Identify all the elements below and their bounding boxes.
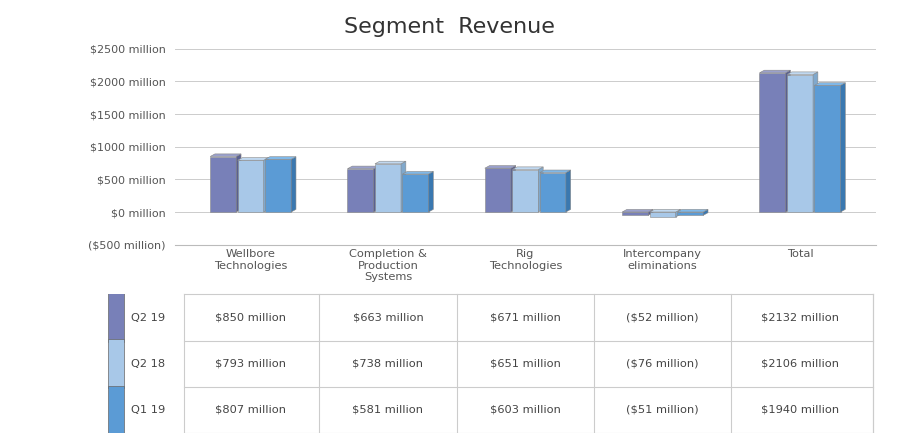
- Text: ($51 million): ($51 million): [627, 405, 699, 415]
- Text: Rig
Technologies: Rig Technologies: [489, 249, 562, 271]
- Polygon shape: [291, 157, 296, 212]
- Text: $807 million: $807 million: [216, 405, 286, 415]
- Polygon shape: [236, 154, 241, 212]
- Polygon shape: [375, 161, 406, 164]
- Polygon shape: [348, 169, 374, 212]
- Polygon shape: [238, 160, 264, 212]
- Polygon shape: [512, 167, 543, 169]
- Polygon shape: [814, 83, 845, 85]
- Polygon shape: [539, 167, 543, 212]
- Text: $793 million: $793 million: [216, 359, 286, 369]
- Text: Q1 19: Q1 19: [131, 405, 165, 415]
- Polygon shape: [649, 210, 681, 212]
- Polygon shape: [238, 158, 269, 160]
- Text: Q2 19: Q2 19: [131, 313, 165, 323]
- Polygon shape: [512, 169, 539, 212]
- Polygon shape: [375, 164, 401, 212]
- Polygon shape: [210, 154, 241, 156]
- Text: ($76 million): ($76 million): [627, 359, 699, 369]
- Text: Total: Total: [787, 249, 814, 259]
- Text: $671 million: $671 million: [490, 313, 560, 323]
- Polygon shape: [677, 210, 708, 212]
- Polygon shape: [265, 159, 291, 212]
- Text: Completion &
Production
Systems: Completion & Production Systems: [349, 249, 427, 282]
- Polygon shape: [402, 171, 434, 174]
- Text: Q2 18: Q2 18: [131, 359, 165, 369]
- Polygon shape: [428, 171, 434, 212]
- Polygon shape: [540, 170, 570, 173]
- Polygon shape: [348, 166, 378, 169]
- Polygon shape: [622, 210, 653, 212]
- Text: $603 million: $603 million: [490, 405, 560, 415]
- Polygon shape: [841, 83, 845, 212]
- Polygon shape: [786, 70, 790, 212]
- Text: ($52 million): ($52 million): [627, 313, 699, 323]
- Polygon shape: [648, 210, 653, 215]
- Polygon shape: [677, 212, 703, 215]
- Polygon shape: [566, 170, 570, 212]
- Polygon shape: [813, 72, 818, 212]
- Text: $2106 million: $2106 million: [761, 359, 839, 369]
- Polygon shape: [760, 70, 790, 73]
- Polygon shape: [814, 85, 841, 212]
- FancyBboxPatch shape: [108, 293, 124, 342]
- Polygon shape: [787, 74, 813, 212]
- Text: $850 million: $850 million: [216, 313, 286, 323]
- Polygon shape: [402, 174, 428, 212]
- Polygon shape: [210, 156, 236, 212]
- Text: $663 million: $663 million: [353, 313, 423, 323]
- Polygon shape: [703, 210, 708, 215]
- Text: $2132 million: $2132 million: [761, 313, 839, 323]
- Polygon shape: [264, 158, 269, 212]
- Polygon shape: [622, 212, 648, 215]
- Polygon shape: [649, 212, 675, 217]
- Text: $738 million: $738 million: [353, 359, 424, 369]
- FancyBboxPatch shape: [108, 386, 124, 433]
- Text: Wellbore
Technologies: Wellbore Technologies: [214, 249, 287, 271]
- Text: $651 million: $651 million: [490, 359, 560, 369]
- Text: $581 million: $581 million: [353, 405, 424, 415]
- Polygon shape: [511, 165, 515, 212]
- Polygon shape: [265, 157, 296, 159]
- Polygon shape: [485, 168, 511, 212]
- FancyBboxPatch shape: [108, 339, 124, 388]
- Polygon shape: [540, 173, 566, 212]
- Polygon shape: [374, 166, 378, 212]
- Text: Segment  Revenue: Segment Revenue: [344, 17, 554, 37]
- Polygon shape: [401, 161, 406, 212]
- Polygon shape: [485, 165, 515, 168]
- Text: Intercompany
eliminations: Intercompany eliminations: [623, 249, 702, 271]
- Polygon shape: [675, 210, 681, 217]
- Polygon shape: [760, 73, 786, 212]
- Text: $1940 million: $1940 million: [761, 405, 839, 415]
- Polygon shape: [787, 72, 818, 74]
